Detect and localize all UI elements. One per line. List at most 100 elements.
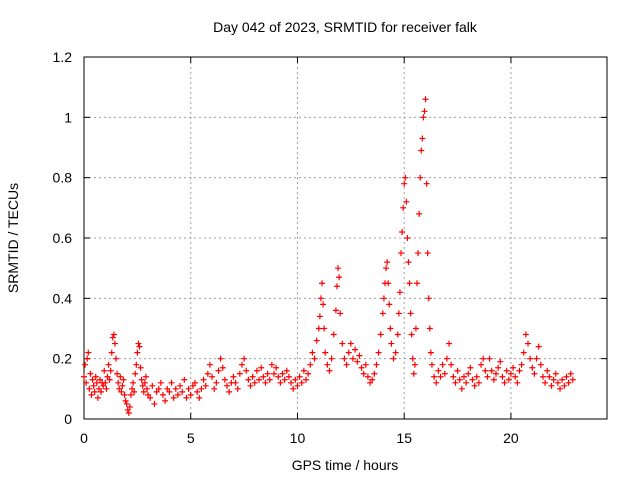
data-point	[89, 376, 96, 383]
data-point	[81, 373, 87, 380]
data-point	[552, 370, 559, 377]
data-point	[221, 376, 228, 383]
data-point	[317, 295, 324, 302]
data-point	[542, 379, 549, 386]
data-point	[388, 340, 395, 347]
data-point	[211, 385, 218, 392]
data-point	[134, 349, 141, 356]
data-point	[124, 406, 131, 413]
data-point	[268, 361, 275, 368]
data-point	[118, 388, 125, 395]
data-point	[516, 367, 523, 374]
data-point	[139, 382, 146, 389]
data-point	[142, 373, 149, 380]
data-point	[315, 325, 322, 332]
data-point	[371, 370, 378, 377]
data-point	[83, 379, 90, 386]
data-point	[127, 391, 134, 398]
data-point	[236, 370, 243, 377]
y-tick-label: 0.8	[53, 170, 73, 186]
data-point	[339, 340, 346, 347]
data-point	[285, 373, 292, 380]
data-point	[93, 379, 100, 386]
data-point	[155, 385, 162, 392]
data-point	[422, 96, 429, 103]
data-point	[131, 388, 138, 395]
data-point	[253, 367, 260, 374]
data-point	[192, 379, 199, 386]
y-tick-label: 1	[64, 109, 72, 125]
data-point	[364, 373, 371, 380]
data-point	[411, 361, 418, 368]
data-point	[458, 385, 465, 392]
data-point	[209, 373, 216, 380]
data-point	[133, 361, 140, 368]
data-point	[426, 325, 433, 332]
data-point	[137, 364, 144, 371]
y-tick-label: 0.6	[53, 230, 73, 246]
data-point	[390, 355, 397, 362]
data-point	[129, 385, 136, 392]
data-point	[546, 373, 553, 380]
data-point	[460, 373, 467, 380]
data-point	[170, 394, 177, 401]
data-point	[141, 379, 148, 386]
data-point	[529, 364, 536, 371]
data-point	[407, 310, 414, 317]
data-point	[130, 379, 137, 386]
data-point	[106, 376, 113, 383]
data-point	[333, 283, 340, 290]
data-point	[149, 382, 156, 389]
data-point	[266, 376, 273, 383]
data-point	[116, 385, 123, 392]
data-point	[145, 391, 152, 398]
data-point	[512, 373, 519, 380]
data-point	[404, 235, 411, 241]
data-point	[401, 180, 408, 187]
data-point	[399, 228, 406, 235]
data-point	[215, 367, 222, 374]
data-point	[533, 355, 540, 362]
data-point	[95, 385, 102, 392]
data-point	[298, 379, 305, 386]
data-point	[114, 370, 121, 377]
y-tick-label: 0	[64, 411, 72, 427]
data-point	[375, 349, 382, 356]
data-point	[187, 391, 194, 398]
data-point	[520, 349, 527, 356]
data-point	[177, 382, 184, 389]
data-point	[419, 135, 426, 142]
y-tick-label: 0.4	[53, 290, 73, 306]
data-point	[86, 385, 93, 392]
data-point	[414, 280, 421, 287]
data-point	[482, 367, 489, 374]
data-point	[465, 370, 472, 377]
data-point	[88, 391, 95, 398]
data-point	[330, 331, 337, 338]
data-point	[337, 310, 344, 317]
data-point	[347, 340, 354, 347]
data-point	[475, 379, 482, 386]
data-point	[185, 385, 192, 392]
data-point	[565, 379, 572, 386]
data-point	[198, 385, 205, 392]
data-point	[120, 376, 127, 383]
y-axis-label: SRMTID / TECUs	[5, 183, 21, 293]
data-point	[507, 370, 514, 377]
data-point	[292, 376, 299, 383]
x-tick-label: 5	[187, 430, 195, 446]
data-point	[111, 340, 118, 347]
data-point	[443, 355, 450, 362]
data-point	[238, 361, 245, 368]
y-tick-label: 1.2	[53, 49, 73, 65]
data-point	[132, 370, 139, 377]
data-point	[539, 373, 546, 380]
data-point	[281, 376, 288, 383]
x-axis-label: GPS time / hours	[292, 457, 399, 473]
data-point	[495, 364, 502, 371]
data-point	[322, 349, 329, 356]
data-point	[501, 379, 508, 386]
data-point	[296, 373, 303, 380]
data-point	[101, 367, 108, 374]
data-point	[92, 373, 99, 380]
